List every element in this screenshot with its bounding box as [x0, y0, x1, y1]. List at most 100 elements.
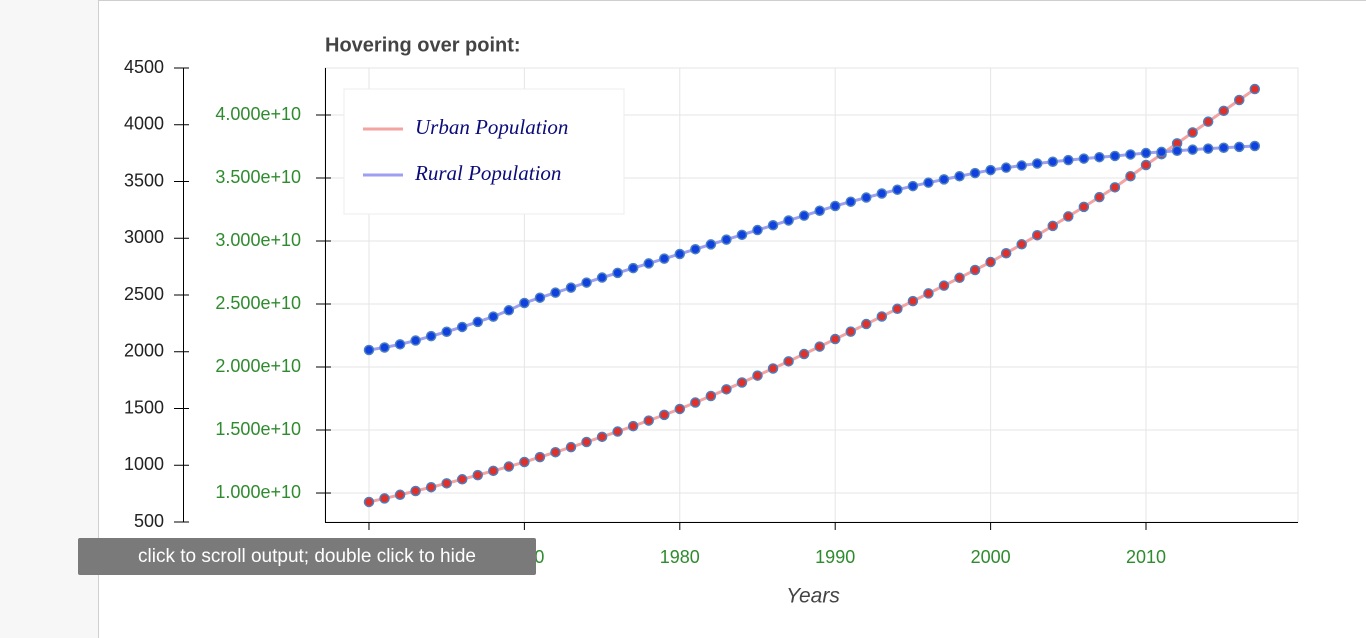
point	[907, 180, 919, 192]
point	[643, 258, 654, 269]
point	[1202, 143, 1214, 154]
legend-label: Rural Population	[414, 161, 561, 185]
x-tick-label: 1990	[815, 547, 855, 567]
point	[596, 272, 608, 283]
point	[876, 311, 888, 322]
point	[690, 397, 701, 408]
point	[534, 292, 546, 303]
y2-tick-label: 2.000e+10	[215, 356, 301, 376]
y-tick-label: 4000	[124, 114, 164, 134]
point	[1031, 158, 1043, 169]
point	[767, 363, 779, 374]
point	[985, 164, 996, 176]
y2-tick-label: 4.000e+10	[215, 104, 301, 124]
point	[938, 280, 950, 291]
point	[581, 277, 592, 288]
point	[845, 326, 856, 337]
y-tick-label: 1000	[124, 454, 164, 474]
point	[674, 248, 686, 260]
point	[969, 167, 981, 179]
point	[503, 305, 515, 316]
point	[845, 196, 856, 207]
point	[1016, 160, 1027, 171]
y-tick-label: 500	[134, 511, 164, 531]
point	[425, 481, 437, 493]
point	[1156, 146, 1167, 158]
point	[923, 177, 934, 188]
point	[690, 243, 701, 255]
y-tick-label: 2000	[124, 341, 164, 361]
tooltip-text[interactable]: click to scroll output; double click to …	[138, 546, 476, 567]
point	[798, 348, 810, 360]
plot	[363, 83, 1261, 508]
point	[1109, 182, 1121, 193]
x-tick-label: 1980	[660, 547, 700, 567]
point	[659, 253, 670, 264]
point	[907, 295, 919, 307]
point	[488, 311, 499, 322]
point	[534, 451, 546, 463]
point	[1125, 170, 1136, 182]
x-tick-label: 2000	[971, 547, 1011, 567]
point	[954, 272, 965, 284]
point	[1094, 191, 1105, 203]
point	[1140, 159, 1152, 171]
point	[456, 474, 468, 485]
point	[876, 188, 888, 199]
legend-label: Urban Population	[415, 115, 568, 139]
series-line	[368, 87, 1256, 504]
point	[1171, 145, 1183, 157]
point	[674, 403, 686, 415]
point	[363, 496, 375, 508]
point	[721, 384, 732, 395]
point	[1063, 154, 1074, 166]
point	[721, 234, 732, 245]
prompt-area	[0, 0, 98, 638]
y-tick-label: 1500	[124, 397, 164, 417]
point	[1078, 153, 1090, 164]
point	[410, 335, 421, 346]
point	[938, 174, 950, 185]
point	[441, 326, 452, 337]
point	[659, 409, 670, 421]
point	[456, 321, 468, 333]
x-tick-label: 2010	[1126, 547, 1166, 567]
point	[627, 262, 639, 274]
point	[1047, 220, 1059, 232]
point	[985, 256, 996, 268]
point	[1202, 116, 1214, 127]
point	[861, 318, 872, 330]
y-tick-label: 3000	[124, 227, 164, 247]
y2-tick-label: 2.500e+10	[215, 293, 301, 313]
point	[394, 489, 406, 501]
y-tick-label: 3500	[124, 170, 164, 190]
legend: Urban Population Rural Population	[343, 88, 625, 215]
point	[363, 344, 375, 356]
point	[814, 341, 825, 352]
point	[550, 446, 561, 458]
point	[565, 282, 577, 293]
point	[1094, 151, 1105, 163]
tooltip[interactable]: click to scroll output; double click to …	[78, 538, 536, 575]
point	[752, 370, 763, 381]
point	[767, 220, 779, 231]
point	[565, 441, 577, 453]
axes: 1960197019801990200020105001000150020002…	[124, 57, 1298, 567]
point	[736, 229, 748, 241]
chart-title: Hovering over point:	[325, 34, 521, 56]
point	[1031, 229, 1043, 241]
series-line	[368, 144, 1255, 352]
point	[1187, 144, 1198, 155]
x-axis-label: Years	[786, 585, 840, 608]
point	[1000, 162, 1012, 173]
point	[892, 303, 903, 315]
point	[612, 426, 623, 437]
point	[798, 210, 810, 221]
y2-tick-label: 1.000e+10	[215, 482, 301, 502]
tooltip-box[interactable]	[78, 538, 536, 575]
point	[410, 485, 421, 497]
y-tick-label: 2500	[124, 284, 164, 304]
point	[783, 356, 794, 367]
point	[1140, 147, 1152, 159]
point	[1218, 142, 1229, 154]
